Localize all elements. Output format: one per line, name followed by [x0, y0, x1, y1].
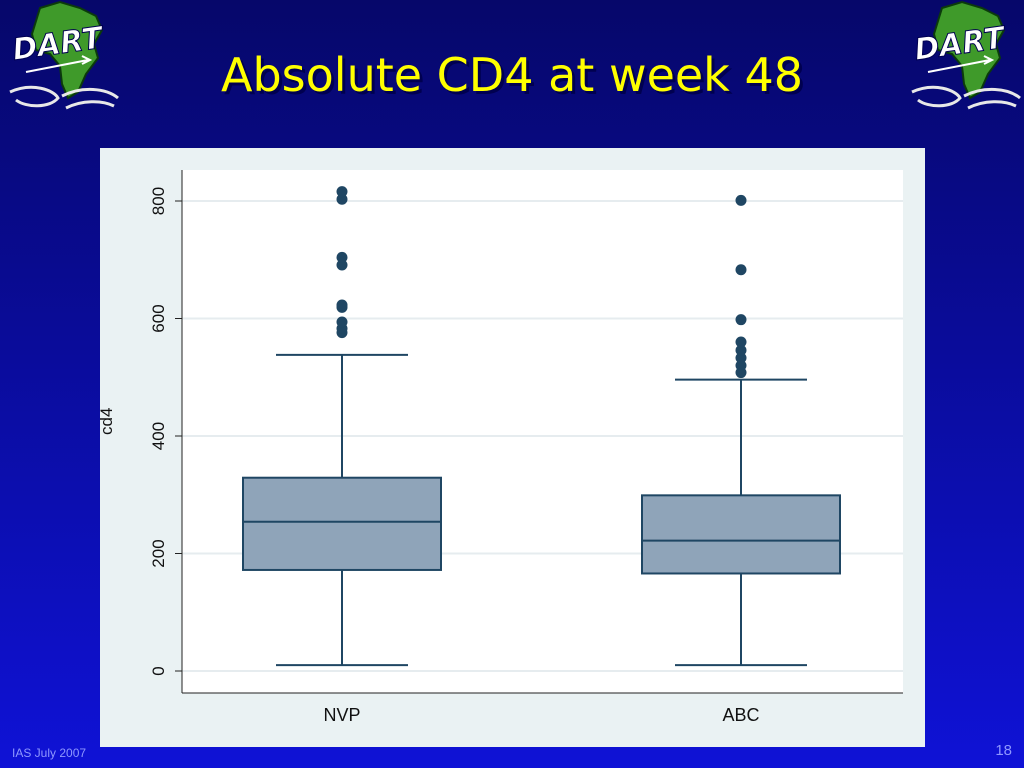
- outlier-point: [735, 194, 747, 206]
- y-tick-label: 400: [149, 422, 168, 450]
- y-tick-label: 800: [149, 187, 168, 215]
- x-category-label: NVP: [323, 705, 360, 725]
- box-plot-chart: 0 200 400 600 800 cd4 NVP ABC: [100, 170, 903, 725]
- outlier-point: [336, 193, 348, 205]
- chart-panel: 0 200 400 600 800 cd4 NVP ABC: [100, 148, 925, 747]
- plot-area: [182, 170, 903, 693]
- outlier-point: [336, 251, 348, 263]
- box-abc: [641, 494, 841, 575]
- swoosh-icon: [9, 85, 119, 110]
- outlier-point: [735, 344, 747, 356]
- footer-conference: IAS July 2007: [12, 746, 87, 760]
- dart-logo-right: DART: [911, 0, 1021, 110]
- outlier-point: [735, 336, 747, 348]
- y-axis-title: cd4: [100, 408, 116, 435]
- africa-map-icon: [30, 0, 104, 100]
- outlier-point: [336, 299, 348, 311]
- swoosh-icon: [911, 85, 1021, 110]
- y-tick-label: 600: [149, 304, 168, 332]
- outlier-point: [735, 314, 747, 326]
- y-tick-label: 0: [149, 666, 168, 675]
- page-number: 18: [995, 742, 1012, 759]
- arrow-icon: [25, 55, 93, 73]
- y-tick-label: 200: [149, 539, 168, 567]
- x-category-label: ABC: [722, 705, 759, 725]
- slide-title: Absolute CD4 at week 48: [221, 48, 803, 102]
- arrow-icon: [927, 55, 995, 73]
- dart-logo-left: DART: [9, 0, 119, 110]
- outlier-point: [735, 352, 747, 364]
- outlier-point: [336, 186, 348, 198]
- outlier-point: [336, 259, 348, 271]
- outlier-point: [735, 264, 747, 276]
- box-nvp: [242, 476, 442, 571]
- outlier-point: [336, 316, 348, 328]
- africa-map-icon: [932, 0, 1006, 100]
- outlier-point: [735, 360, 747, 371]
